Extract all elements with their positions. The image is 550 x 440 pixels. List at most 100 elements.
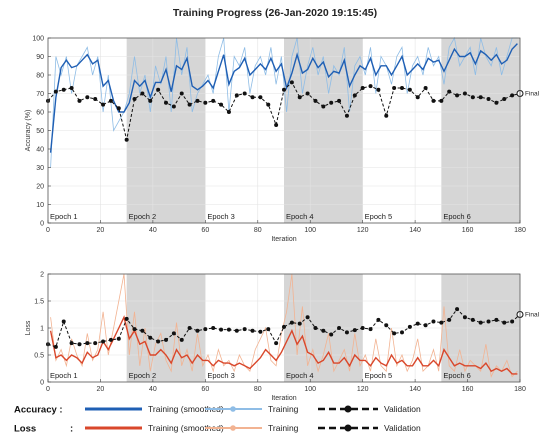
epoch-label: Epoch 3 (207, 371, 235, 380)
validation-point (297, 95, 302, 100)
validation-point (61, 319, 66, 324)
epoch-label: Epoch 3 (207, 212, 235, 221)
validation-point (494, 317, 499, 322)
legend-label-smoothed: Training (smoothed) (148, 404, 224, 414)
validation-point (407, 324, 412, 329)
validation-point (384, 113, 389, 118)
epoch-label: Epoch 4 (286, 371, 314, 380)
y-tick-label: 90 (36, 54, 44, 61)
legend-label-smoothed: Training (smoothed) (148, 423, 224, 433)
validation-point (368, 327, 373, 332)
validation-point (258, 329, 263, 334)
x-tick-label: 140 (409, 227, 421, 234)
validation-point (242, 91, 247, 96)
legend-label-validation: Validation (384, 404, 421, 414)
x-tick-label: 100 (304, 227, 316, 234)
x-tick-label: 20 (97, 227, 105, 234)
validation-point (140, 328, 145, 333)
validation-point (164, 337, 168, 342)
validation-point (289, 80, 294, 85)
series-line-training (50, 273, 518, 378)
validation-point (77, 98, 82, 103)
validation-point (360, 326, 365, 330)
validation-point (195, 98, 200, 103)
validation-point (486, 319, 491, 324)
legend-label-training: Training (268, 404, 299, 414)
final-label: Final (525, 312, 540, 319)
x-tick-label: 0 (46, 386, 50, 393)
y-tick-label: 1.5 (34, 299, 44, 306)
validation-point (352, 328, 357, 333)
y-tick-label: 60 (36, 110, 44, 117)
legend-label-training: Training (268, 423, 299, 433)
validation-point (344, 330, 349, 335)
validation-point (274, 341, 279, 346)
validation-point (400, 330, 404, 335)
epoch-label: Epoch 5 (365, 212, 393, 221)
validation-point (321, 104, 326, 109)
y-tick-label: 10 (36, 202, 44, 209)
y-axis-label: Loss (25, 320, 32, 335)
validation-point (77, 342, 82, 347)
x-tick-label: 40 (149, 227, 157, 234)
y-tick-label: 0 (40, 221, 44, 228)
validation-point (423, 323, 428, 328)
validation-point (337, 326, 342, 330)
x-axis-label: Iteration (271, 395, 296, 402)
validation-point (439, 98, 444, 103)
validation-point (85, 341, 90, 346)
validation-point (179, 91, 184, 96)
validation-point (384, 323, 389, 328)
epoch-label: Epoch 2 (129, 212, 157, 221)
x-tick-label: 80 (254, 227, 262, 234)
y-tick-label: 50 (36, 128, 44, 135)
y-tick-label: 20 (36, 184, 44, 191)
figure-title: Training Progress (26-Jan-2020 19:15:45) (173, 7, 377, 19)
legend-heading: Accuracy : (14, 405, 63, 416)
validation-point (203, 100, 208, 105)
legend-heading: Loss (14, 424, 36, 435)
validation-point (250, 95, 255, 100)
y-tick-label: 100 (32, 36, 44, 43)
validation-point (226, 327, 231, 332)
epoch-label: Epoch 1 (50, 371, 78, 380)
validation-point (423, 85, 428, 90)
validation-point (297, 321, 302, 326)
epoch-label: Epoch 4 (286, 212, 314, 221)
validation-point (337, 98, 342, 103)
validation-point (179, 337, 184, 342)
validation-point (352, 93, 357, 98)
validation-point (203, 327, 208, 332)
epoch-label: Epoch 2 (129, 371, 157, 380)
x-tick-label: 0 (46, 227, 50, 234)
final-label: Final (525, 91, 540, 98)
legend-marker-validation (344, 424, 352, 432)
validation-point (53, 89, 58, 94)
validation-point (101, 339, 106, 344)
validation-point (211, 326, 216, 330)
validation-point (219, 327, 224, 332)
x-tick-label: 120 (357, 386, 369, 393)
validation-point (376, 87, 381, 92)
y-tick-label: 1 (40, 326, 44, 333)
legend: Accuracy : Training (smoothed) Training Val… (14, 404, 421, 435)
validation-point (124, 137, 129, 142)
validation-point (116, 106, 121, 111)
validation-point (69, 85, 74, 90)
legend-marker-training (230, 425, 236, 431)
x-tick-label: 160 (462, 227, 474, 234)
validation-point (392, 85, 397, 90)
validation-point (108, 98, 113, 103)
validation-point (321, 328, 326, 333)
validation-point (376, 317, 381, 322)
validation-point (171, 331, 176, 336)
validation-point (282, 324, 286, 329)
loss-panel: Epoch 1 Epoch 2 Epoch 3 Epoch 4 Epoch 5 Epoch… (25, 272, 540, 403)
validation-point (470, 95, 475, 100)
validation-point (289, 320, 294, 325)
validation-point (266, 327, 271, 332)
validation-point (69, 341, 74, 346)
validation-point (305, 91, 310, 96)
validation-point (455, 93, 460, 98)
